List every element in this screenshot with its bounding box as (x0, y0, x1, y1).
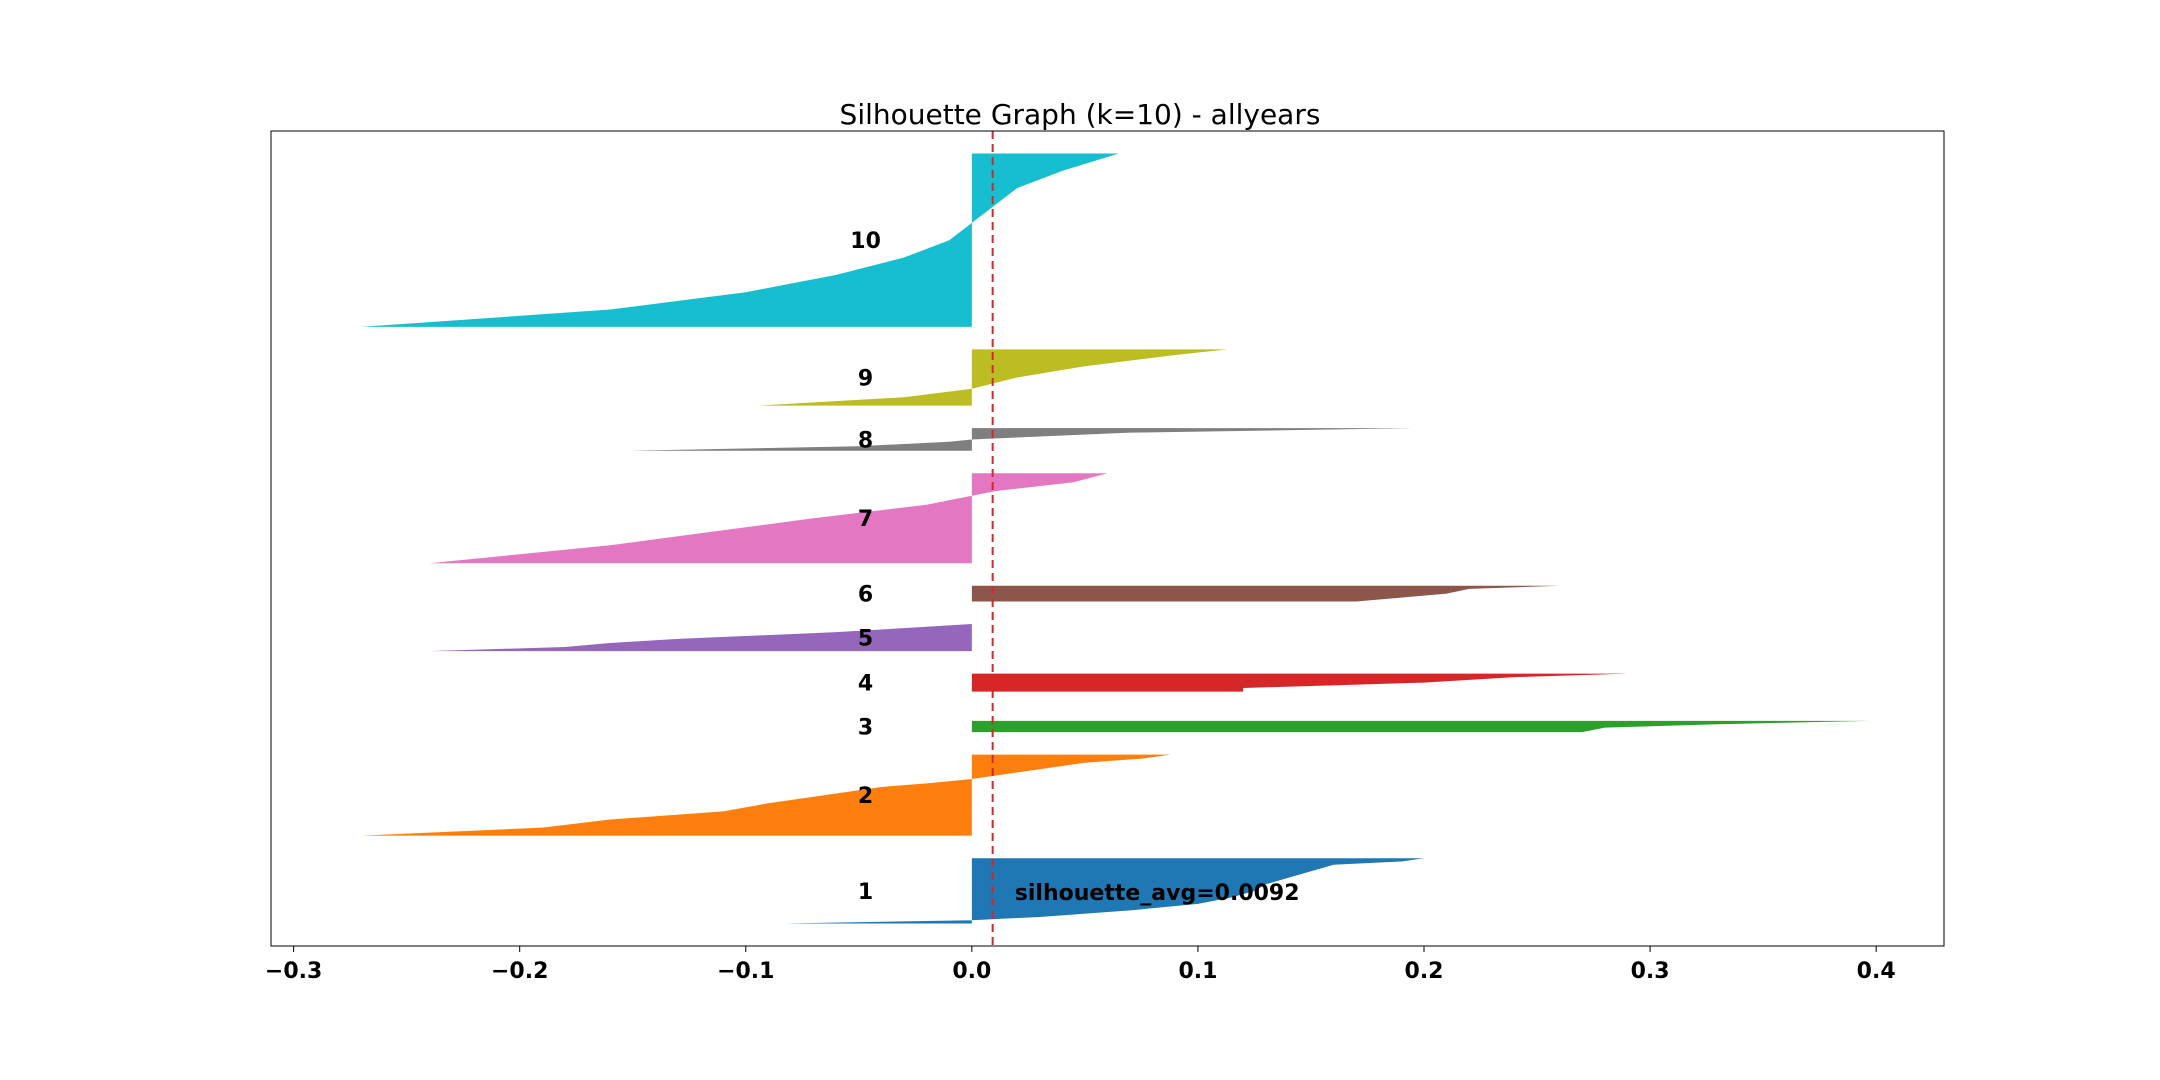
cluster-8-silhouette (632, 428, 1413, 451)
x-tick-label: 0.4 (1857, 959, 1896, 984)
cluster-6-label: 6 (858, 583, 873, 608)
cluster-4-silhouette (971, 673, 1628, 692)
x-tick-label: −0.3 (265, 959, 322, 984)
cluster-7-label: 7 (858, 507, 873, 532)
plot-frame (270, 130, 1945, 947)
cluster-4-label: 4 (858, 672, 873, 697)
x-tick-label: −0.1 (717, 959, 774, 984)
cluster-5-silhouette (429, 624, 972, 652)
cluster-6-silhouette (971, 585, 1560, 602)
cluster-3-label: 3 (858, 715, 873, 740)
cluster-2-silhouette (361, 754, 1171, 836)
cluster-8-label: 8 (858, 428, 873, 453)
cluster-2-label: 2 (858, 784, 873, 809)
x-axis: −0.3 −0.2 −0.1 0.0 0.1 0.2 0.3 0.4 (265, 946, 1896, 984)
cluster-group (361, 153, 1870, 924)
silhouette-avg-label: silhouette_avg=0.0092 (1015, 881, 1300, 906)
cluster-3-silhouette (971, 720, 1870, 733)
cluster-label-group: 1 2 3 4 5 6 7 8 9 10 (850, 229, 881, 905)
cluster-1-silhouette (784, 858, 1425, 924)
x-tick-label: −0.2 (491, 959, 548, 984)
x-tick-label: 0.0 (952, 959, 991, 984)
cluster-7-silhouette (429, 473, 1108, 564)
cluster-9-label: 9 (858, 367, 873, 392)
cluster-10-silhouette (361, 153, 1119, 327)
x-tick-label: 0.2 (1405, 959, 1444, 984)
cluster-1-label: 1 (858, 880, 873, 905)
x-tick-label: 0.3 (1631, 959, 1670, 984)
cluster-9-silhouette (757, 349, 1228, 406)
x-tick-label: 0.1 (1178, 959, 1217, 984)
cluster-5-label: 5 (858, 627, 873, 652)
chart-title: Silhouette Graph (k=10) - allyears (840, 98, 1321, 131)
cluster-10-label: 10 (850, 229, 881, 254)
